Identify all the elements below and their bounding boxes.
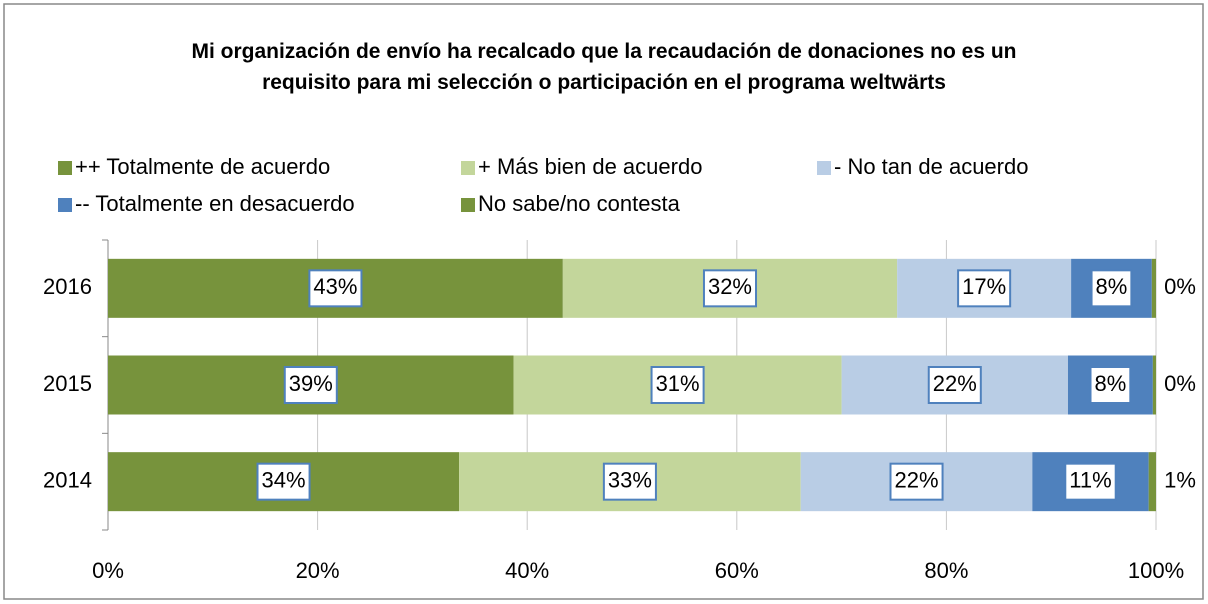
data-label: 34% bbox=[262, 467, 306, 492]
data-label: 8% bbox=[1096, 274, 1128, 299]
y-tick-label: 2014 bbox=[43, 467, 92, 492]
data-label: 32% bbox=[708, 274, 752, 299]
data-label-box bbox=[927, 366, 982, 404]
data-label: 0% bbox=[1164, 371, 1196, 396]
legend-swatch bbox=[58, 161, 72, 175]
legend-swatch bbox=[817, 161, 831, 175]
data-label-box bbox=[702, 269, 758, 308]
data-label: 11% bbox=[1069, 467, 1111, 492]
data-label-box bbox=[602, 462, 657, 501]
x-tick-label: 40% bbox=[505, 558, 549, 583]
data-label: 31% bbox=[656, 371, 700, 396]
data-label: 22% bbox=[933, 371, 977, 396]
y-tick-label: 2016 bbox=[43, 274, 92, 299]
y-tick-label: 2015 bbox=[43, 371, 92, 396]
data-label-box bbox=[650, 366, 705, 404]
data-label: 0% bbox=[1164, 274, 1196, 299]
data-label: 39% bbox=[289, 371, 333, 396]
legend-label: + Más bien de acuerdo bbox=[478, 154, 702, 179]
bar-segment bbox=[1148, 452, 1156, 512]
data-label-box bbox=[283, 366, 338, 404]
legend-swatch bbox=[461, 161, 475, 175]
data-label: 17% bbox=[962, 274, 1006, 299]
data-label-box bbox=[1090, 269, 1133, 308]
data-label: 22% bbox=[895, 467, 939, 492]
data-label: 8% bbox=[1095, 371, 1127, 396]
x-tick-label: 80% bbox=[924, 558, 968, 583]
data-label-box bbox=[957, 269, 1012, 308]
data-label: 43% bbox=[313, 274, 357, 299]
legend-swatch bbox=[58, 198, 72, 212]
bar-segment bbox=[1152, 355, 1156, 415]
legend-label: No sabe/no contesta bbox=[478, 191, 681, 216]
data-label-box bbox=[1064, 462, 1117, 501]
legend-swatch bbox=[461, 198, 475, 212]
x-tick-label: 0% bbox=[92, 558, 124, 583]
legend-label: - No tan de acuerdo bbox=[834, 154, 1028, 179]
data-label-box bbox=[1089, 366, 1132, 404]
x-tick-label: 20% bbox=[296, 558, 340, 583]
data-label: 1% bbox=[1164, 467, 1196, 492]
chart-title: Mi organización de envío ha recalcado qu… bbox=[191, 40, 1017, 94]
x-tick-label: 60% bbox=[715, 558, 759, 583]
data-label: 33% bbox=[608, 467, 652, 492]
data-label-box bbox=[308, 269, 363, 308]
data-label-box bbox=[889, 462, 944, 501]
legend-label: -- Totalmente en desacuerdo bbox=[75, 191, 355, 216]
legend-label: ++ Totalmente de acuerdo bbox=[75, 154, 330, 179]
bar-segment bbox=[1151, 258, 1156, 318]
data-label-box bbox=[256, 462, 311, 501]
x-tick-label: 100% bbox=[1128, 558, 1184, 583]
